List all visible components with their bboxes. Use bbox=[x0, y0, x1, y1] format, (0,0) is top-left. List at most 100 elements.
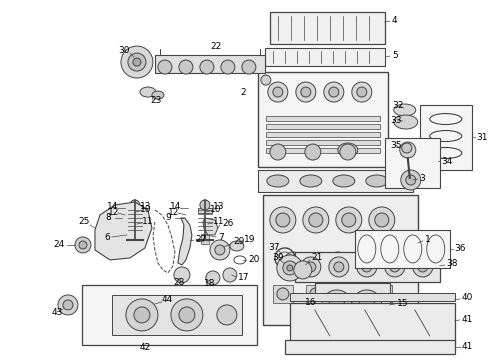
Circle shape bbox=[130, 200, 140, 210]
Circle shape bbox=[400, 142, 416, 158]
Text: 6: 6 bbox=[104, 234, 110, 243]
Circle shape bbox=[285, 252, 301, 268]
Bar bbox=[266, 116, 380, 121]
Text: 31: 31 bbox=[477, 132, 488, 141]
Circle shape bbox=[242, 60, 256, 74]
Circle shape bbox=[268, 82, 288, 102]
Text: 7: 7 bbox=[218, 234, 223, 243]
Ellipse shape bbox=[333, 175, 355, 187]
Circle shape bbox=[133, 58, 141, 66]
Circle shape bbox=[126, 299, 158, 331]
Text: 11: 11 bbox=[142, 217, 153, 226]
Bar bbox=[295, 252, 440, 282]
Circle shape bbox=[277, 255, 303, 281]
Circle shape bbox=[283, 261, 297, 275]
Text: 37: 37 bbox=[268, 243, 279, 252]
Bar bbox=[420, 105, 472, 170]
Text: 18: 18 bbox=[204, 279, 216, 288]
Text: 14: 14 bbox=[170, 202, 181, 211]
Text: 41: 41 bbox=[462, 342, 473, 351]
Text: 33: 33 bbox=[390, 116, 401, 125]
Bar bbox=[263, 195, 418, 325]
Ellipse shape bbox=[230, 241, 244, 251]
Bar bbox=[201, 234, 209, 244]
Circle shape bbox=[206, 271, 220, 285]
Text: 9: 9 bbox=[165, 213, 171, 222]
Bar bbox=[131, 234, 139, 244]
Circle shape bbox=[352, 82, 372, 102]
Bar bbox=[385, 138, 440, 188]
Circle shape bbox=[324, 82, 344, 102]
Bar bbox=[273, 285, 293, 303]
Circle shape bbox=[418, 262, 428, 272]
Circle shape bbox=[79, 241, 87, 249]
Circle shape bbox=[121, 46, 153, 78]
Circle shape bbox=[329, 87, 339, 97]
Text: 10: 10 bbox=[140, 206, 151, 215]
Ellipse shape bbox=[394, 115, 418, 129]
Bar bbox=[290, 293, 455, 301]
Circle shape bbox=[352, 290, 382, 320]
Text: 5: 5 bbox=[392, 50, 397, 59]
Text: 24: 24 bbox=[54, 240, 65, 249]
Polygon shape bbox=[112, 295, 242, 335]
Circle shape bbox=[158, 60, 172, 74]
Circle shape bbox=[376, 288, 388, 300]
Circle shape bbox=[287, 265, 293, 271]
Circle shape bbox=[406, 175, 416, 185]
Text: 43: 43 bbox=[52, 309, 63, 318]
Text: 2: 2 bbox=[240, 87, 246, 96]
Circle shape bbox=[210, 240, 230, 260]
Text: 38: 38 bbox=[447, 260, 458, 269]
Bar bbox=[306, 285, 326, 303]
Circle shape bbox=[357, 87, 367, 97]
Circle shape bbox=[301, 87, 311, 97]
Bar bbox=[270, 12, 385, 44]
Circle shape bbox=[329, 257, 349, 277]
Text: 42: 42 bbox=[140, 343, 151, 352]
Circle shape bbox=[134, 307, 150, 323]
Circle shape bbox=[375, 213, 389, 227]
Text: 8: 8 bbox=[105, 213, 111, 222]
Text: 27: 27 bbox=[195, 235, 206, 244]
Circle shape bbox=[413, 257, 433, 277]
Text: 13: 13 bbox=[140, 202, 151, 211]
Ellipse shape bbox=[140, 87, 156, 97]
Bar bbox=[266, 140, 380, 145]
Bar bbox=[266, 124, 380, 129]
Bar bbox=[198, 208, 212, 213]
Circle shape bbox=[305, 144, 321, 160]
Text: 10: 10 bbox=[210, 206, 221, 215]
Text: 14: 14 bbox=[107, 202, 118, 211]
Circle shape bbox=[221, 60, 235, 74]
Circle shape bbox=[179, 307, 195, 323]
Circle shape bbox=[171, 299, 203, 331]
Circle shape bbox=[357, 257, 377, 277]
Text: 4: 4 bbox=[392, 15, 397, 24]
Text: 25: 25 bbox=[78, 217, 89, 226]
Circle shape bbox=[294, 261, 312, 279]
Text: 23: 23 bbox=[150, 95, 161, 104]
Circle shape bbox=[217, 305, 237, 325]
Circle shape bbox=[58, 295, 78, 315]
Circle shape bbox=[330, 252, 346, 268]
Circle shape bbox=[359, 297, 375, 313]
Text: 29: 29 bbox=[233, 238, 244, 247]
Text: 19: 19 bbox=[244, 235, 255, 244]
Circle shape bbox=[179, 60, 193, 74]
Circle shape bbox=[309, 213, 323, 227]
Ellipse shape bbox=[374, 299, 392, 311]
Circle shape bbox=[277, 288, 289, 300]
Circle shape bbox=[273, 87, 283, 97]
Bar bbox=[82, 285, 257, 345]
Circle shape bbox=[200, 60, 214, 74]
Text: 30: 30 bbox=[118, 46, 129, 55]
Text: 12: 12 bbox=[168, 208, 179, 217]
Circle shape bbox=[75, 237, 91, 253]
Circle shape bbox=[362, 262, 372, 272]
Text: 28: 28 bbox=[173, 278, 184, 287]
Circle shape bbox=[301, 257, 321, 277]
Circle shape bbox=[128, 53, 146, 71]
Circle shape bbox=[270, 144, 286, 160]
Bar bbox=[265, 48, 385, 66]
